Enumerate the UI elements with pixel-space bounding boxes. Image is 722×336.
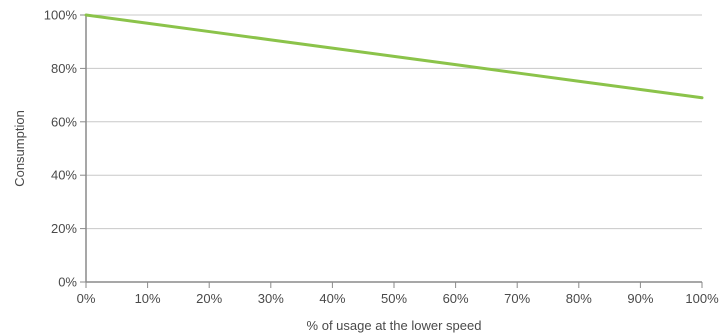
y-tick-label: 60% (51, 114, 77, 129)
series-group (84, 13, 704, 100)
y-tick-label: 0% (58, 275, 77, 290)
tick-labels: 0% 20% 40% 60% 80% 100% 0% 10% 20% 30% 40% 50% 60% 70… (44, 8, 719, 307)
x-tick-label: 30% (258, 291, 284, 306)
x-axis-title: % of usage at the lower speed (307, 318, 482, 333)
x-tick-label: 80% (566, 291, 592, 306)
x-tick-label: 60% (443, 291, 469, 306)
x-tick-label: 10% (135, 291, 161, 306)
y-axis-title: Consumption (12, 110, 27, 187)
grid-lines (86, 14, 702, 230)
x-tick-label: 50% (381, 291, 407, 306)
x-tick-label: 70% (504, 291, 530, 306)
x-tick-label: 90% (627, 291, 653, 306)
y-tick-label: 100% (44, 8, 78, 23)
y-tick-label: 80% (51, 61, 77, 76)
y-tick-label: 40% (51, 168, 77, 183)
series-line (84, 13, 704, 100)
axes (80, 14, 703, 288)
y-tick-label: 20% (51, 221, 77, 236)
x-tick-label: 20% (196, 291, 222, 306)
x-tick-label: 40% (319, 291, 345, 306)
x-tick-label: 100% (685, 291, 719, 306)
x-tick-label: 0% (77, 291, 96, 306)
